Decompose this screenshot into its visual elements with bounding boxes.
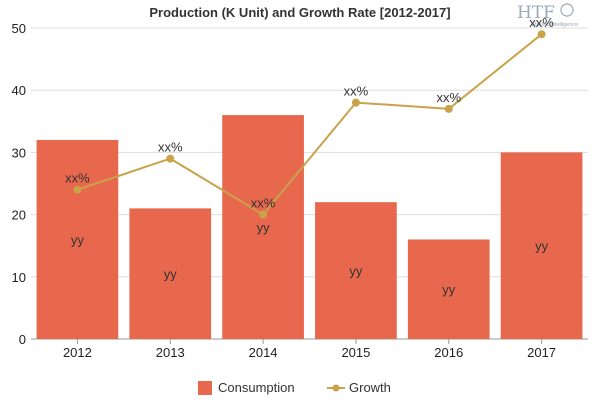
- legend-label-consumption: Consumption: [218, 380, 295, 395]
- bar-label: yy: [535, 239, 549, 254]
- growth-label: xx%: [251, 196, 276, 211]
- growth-label: xx%: [158, 140, 183, 155]
- legend-marker-growth: [332, 384, 340, 392]
- growth-line: xx% xx% xx% xx% xx% xx%: [65, 15, 554, 219]
- growth-point-2014: [259, 210, 268, 219]
- legend-label-growth: Growth: [349, 380, 391, 395]
- chart-title: Production (K Unit) and Growth Rate [201…: [149, 5, 450, 20]
- bar-2015: [315, 202, 397, 339]
- logo: HTF Market Intelligence: [517, 3, 578, 28]
- bar-label: yy: [71, 232, 85, 247]
- bar-2013: [129, 208, 212, 339]
- y-tick-label: 20: [12, 208, 26, 223]
- x-tick-label: 2012: [63, 345, 92, 360]
- logo-tagline: Market Intelligence: [532, 22, 578, 28]
- growth-point-2016: [444, 104, 453, 113]
- growth-label: xx%: [344, 84, 369, 99]
- bar-2014: [222, 115, 304, 339]
- x-tick-label: 2014: [249, 345, 278, 360]
- globe-icon: [560, 3, 574, 17]
- x-tick-label: 2016: [434, 345, 463, 360]
- x-tick-label: 2013: [156, 345, 185, 360]
- y-tick-label: 30: [12, 145, 26, 160]
- bar-label: yy: [442, 282, 456, 297]
- y-tick-label: 50: [12, 21, 26, 36]
- y-tick-label: 40: [12, 83, 26, 98]
- x-tick-label: 2015: [341, 345, 370, 360]
- y-tick-label: 0: [19, 332, 26, 347]
- bar-2012: [36, 139, 119, 339]
- y-tick-label: 10: [12, 270, 26, 285]
- bar-2017: [500, 152, 583, 339]
- bar-label: yy: [257, 220, 271, 235]
- bar-label: yy: [164, 267, 178, 282]
- growth-point-2015: [351, 98, 360, 107]
- x-axis: 2012 2013 2014 2015 2016 2017: [63, 339, 556, 360]
- growth-point-2013: [166, 154, 175, 163]
- growth-label: xx%: [65, 171, 90, 186]
- x-tick-label: 2017: [527, 345, 556, 360]
- bars: yy yy yy yy yy yy: [36, 115, 583, 339]
- legend: Consumption Growth: [198, 380, 391, 395]
- y-axis: 0 10 20 30 40 50: [12, 21, 26, 347]
- bar-label: yy: [349, 264, 363, 279]
- legend-swatch-consumption: [198, 381, 212, 395]
- growth-point-2017: [537, 30, 546, 39]
- grid: [31, 27, 588, 340]
- growth-label: xx%: [529, 15, 554, 30]
- logo-brand: HTF: [517, 3, 555, 23]
- growth-point-2012: [73, 185, 82, 194]
- growth-label: xx%: [436, 90, 461, 105]
- bar-2016: [407, 239, 490, 339]
- growth-line-path: [77, 33, 543, 216]
